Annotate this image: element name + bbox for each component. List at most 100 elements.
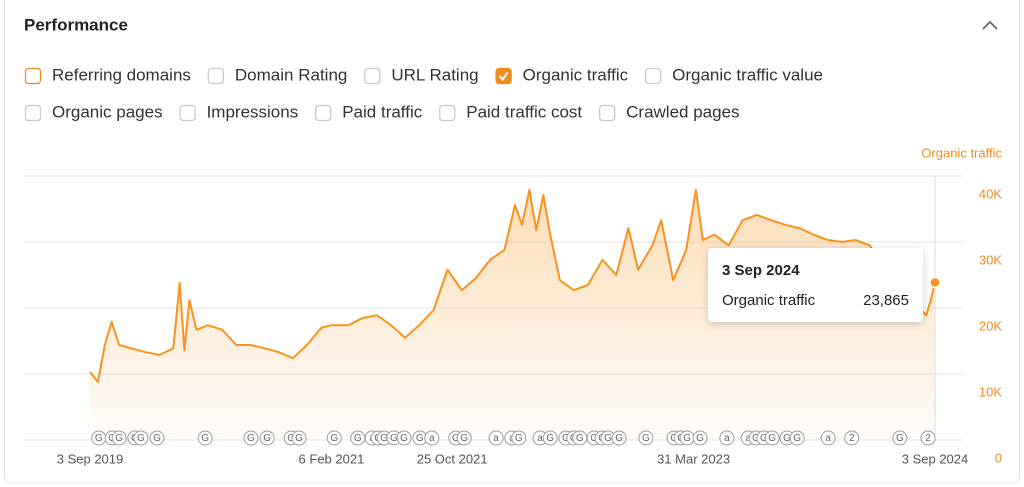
annotation-label[interactable]: G bbox=[515, 433, 523, 444]
filter-checkbox[interactable]: Organic pages bbox=[24, 102, 163, 122]
annotation-label[interactable]: G bbox=[115, 433, 123, 444]
checkbox[interactable] bbox=[24, 67, 42, 85]
annotation-marker[interactable] bbox=[820, 430, 836, 446]
checkbox[interactable] bbox=[495, 67, 512, 85]
annotation-label[interactable]: G bbox=[590, 433, 598, 444]
annotation-label[interactable]: G bbox=[683, 433, 691, 444]
annotation-marker[interactable] bbox=[291, 430, 307, 446]
annotation-label[interactable]: G bbox=[783, 433, 791, 444]
checkbox[interactable] bbox=[315, 104, 332, 122]
annotation-label[interactable]: 2 bbox=[849, 433, 855, 444]
annotation-label[interactable]: G bbox=[760, 433, 768, 444]
annotation-marker[interactable] bbox=[920, 430, 936, 446]
annotation-label[interactable]: G bbox=[295, 433, 303, 444]
checkbox[interactable] bbox=[598, 104, 616, 122]
annotation-label[interactable]: G bbox=[615, 433, 623, 444]
annotation-marker[interactable] bbox=[456, 430, 472, 446]
filter-checkbox[interactable]: Organic traffic value bbox=[644, 65, 823, 85]
annotation-label[interactable]: G bbox=[452, 433, 460, 444]
annotation-label[interactable]: G bbox=[330, 433, 338, 444]
filter-label[interactable]: URL Rating bbox=[391, 65, 478, 84]
annotation-marker[interactable] bbox=[844, 430, 860, 446]
annotation-label[interactable]: G bbox=[546, 433, 554, 444]
filter-label[interactable]: Paid traffic bbox=[342, 102, 423, 121]
annotation-marker[interactable] bbox=[789, 430, 805, 446]
tooltip-value: 23,865 bbox=[863, 292, 909, 309]
annotation-marker[interactable] bbox=[692, 430, 708, 446]
annotation-marker[interactable] bbox=[511, 430, 527, 446]
filter-checkbox[interactable]: Impressions bbox=[179, 102, 299, 122]
filter-label[interactable]: Impressions bbox=[207, 102, 299, 121]
filter-label[interactable]: Organic traffic bbox=[523, 65, 629, 84]
collapse-chevron[interactable] bbox=[982, 20, 998, 30]
annotation-label[interactable]: G bbox=[95, 433, 103, 444]
annotation-label[interactable]: G bbox=[380, 433, 388, 444]
filter-label[interactable]: Domain Rating bbox=[235, 65, 347, 84]
filter-checkbox[interactable]: URL Rating bbox=[364, 65, 479, 85]
annotation-label[interactable]: a bbox=[724, 433, 730, 444]
annotation-label[interactable]: G bbox=[201, 433, 209, 444]
annotation-label[interactable]: G bbox=[460, 433, 468, 444]
annotation-marker[interactable] bbox=[111, 430, 127, 446]
x-tick-label: 3 Sep 2024 bbox=[902, 451, 969, 466]
annotation-label[interactable]: G bbox=[354, 433, 362, 444]
annotation-label[interactable]: G bbox=[752, 433, 760, 444]
annotation-label[interactable]: G bbox=[576, 433, 584, 444]
filter-label[interactable]: Crawled pages bbox=[626, 102, 739, 121]
annotation-marker[interactable] bbox=[243, 430, 259, 446]
annotation-label[interactable]: G bbox=[137, 433, 145, 444]
filter-checkbox[interactable]: Domain Rating bbox=[207, 65, 347, 85]
annotation-label[interactable]: a bbox=[493, 433, 499, 444]
annotation-label[interactable]: G bbox=[263, 433, 271, 444]
annotation-marker[interactable] bbox=[638, 430, 654, 446]
annotation-label[interactable]: G bbox=[562, 433, 570, 444]
annotation-label[interactable]: G bbox=[896, 433, 904, 444]
filter-label[interactable]: Organic traffic value bbox=[672, 65, 823, 84]
checkbox[interactable] bbox=[207, 67, 225, 85]
checkbox[interactable] bbox=[179, 104, 196, 122]
annotation-marker[interactable] bbox=[149, 430, 165, 446]
checkbox[interactable] bbox=[644, 67, 662, 85]
checkbox[interactable] bbox=[24, 104, 42, 122]
filter-label[interactable]: Organic pages bbox=[52, 102, 163, 121]
annotation-marker[interactable] bbox=[326, 430, 342, 446]
annotation-marker[interactable] bbox=[611, 430, 627, 446]
filter-label[interactable]: Paid traffic cost bbox=[466, 102, 582, 121]
annotation-label[interactable]: a bbox=[745, 433, 751, 444]
checkbox[interactable] bbox=[364, 67, 381, 85]
annotation-label[interactable]: G bbox=[153, 433, 161, 444]
annotation-label[interactable]: G bbox=[390, 433, 398, 444]
annotation-marker[interactable] bbox=[197, 430, 213, 446]
filter-checkbox[interactable]: Referring domains bbox=[24, 65, 191, 85]
filter-checkbox[interactable]: Paid traffic bbox=[315, 102, 423, 122]
annotation-label[interactable]: a bbox=[429, 433, 435, 444]
annotation-label[interactable]: G bbox=[400, 433, 408, 444]
annotation-label[interactable]: G bbox=[642, 433, 650, 444]
annotation-marker[interactable] bbox=[396, 430, 412, 446]
filter-checkbox[interactable]: Paid traffic cost bbox=[439, 102, 583, 122]
annotation-label[interactable]: G bbox=[604, 433, 612, 444]
annotation-marker[interactable] bbox=[133, 430, 149, 446]
annotation-label[interactable]: G bbox=[287, 433, 295, 444]
annotation-label[interactable]: G bbox=[696, 433, 704, 444]
filter-checkbox[interactable]: Organic traffic bbox=[495, 65, 629, 85]
annotation-label[interactable]: G bbox=[793, 433, 801, 444]
annotation-marker[interactable] bbox=[259, 430, 275, 446]
annotation-marker[interactable] bbox=[764, 430, 780, 446]
annotation-label[interactable]: G bbox=[247, 433, 255, 444]
annotation-marker[interactable] bbox=[892, 430, 908, 446]
checkbox[interactable] bbox=[439, 104, 456, 122]
filter-label[interactable]: Referring domains bbox=[52, 65, 191, 84]
annotation-label[interactable]: G bbox=[768, 433, 776, 444]
annotation-marker[interactable] bbox=[719, 430, 735, 446]
filter-checkbox[interactable]: Crawled pages bbox=[598, 102, 740, 122]
annotation-marker[interactable] bbox=[542, 430, 558, 446]
annotation-marker[interactable] bbox=[488, 430, 504, 446]
annotation-label[interactable]: a bbox=[825, 433, 831, 444]
annotation-label[interactable]: G bbox=[416, 433, 424, 444]
annotation-marker[interactable] bbox=[424, 430, 440, 446]
annotation-label[interactable]: 2 bbox=[925, 433, 931, 444]
annotation-label[interactable]: a bbox=[537, 433, 543, 444]
